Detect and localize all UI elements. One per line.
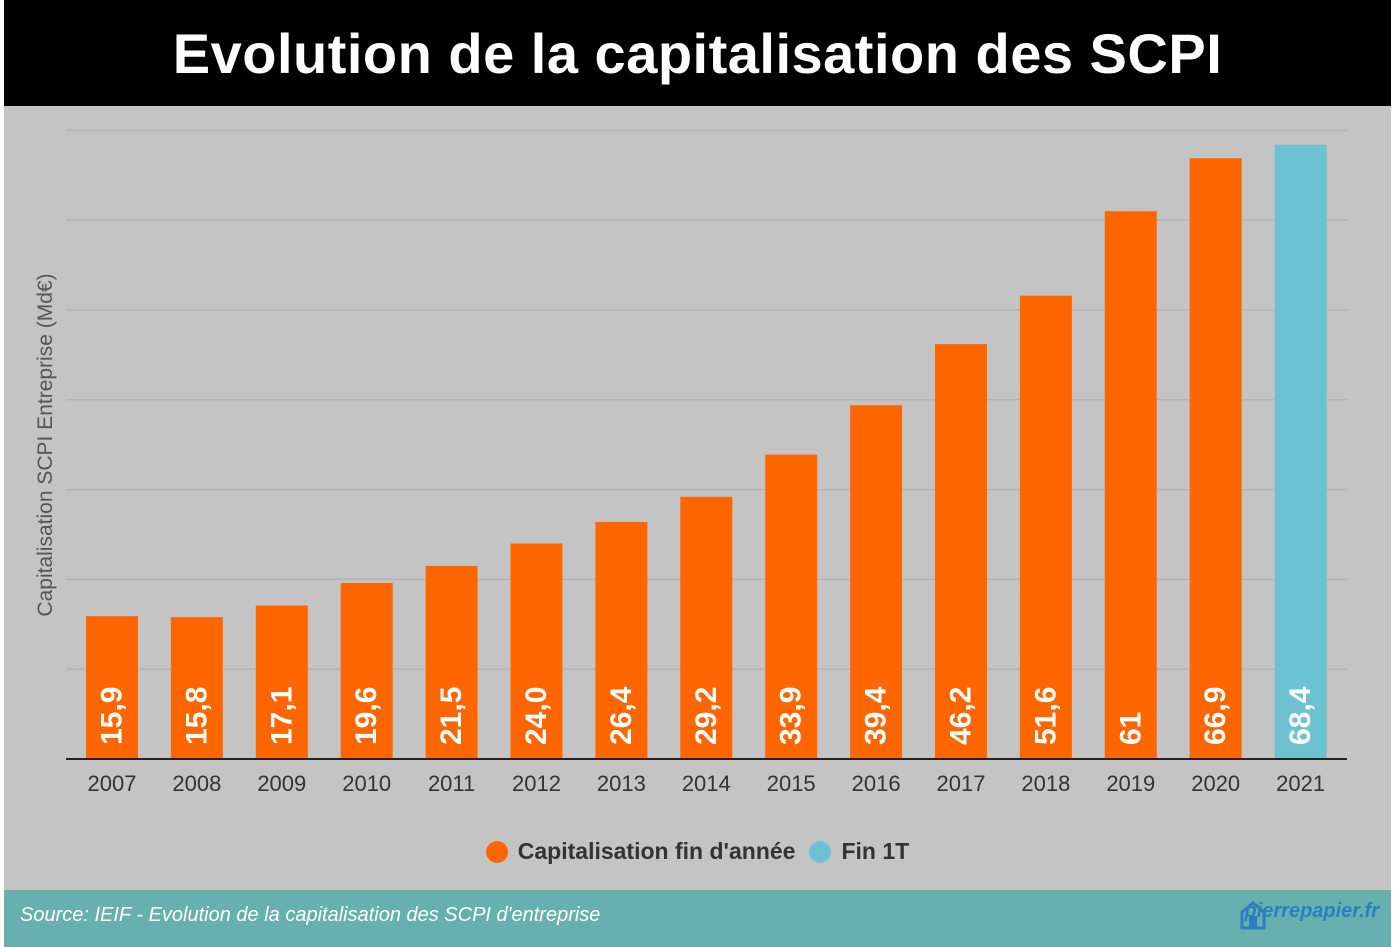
data-label-2010: 19,6	[350, 687, 383, 745]
bar-2015	[765, 454, 818, 759]
data-label-2008: 15,8	[180, 687, 213, 745]
data-label-2014: 29,2	[690, 687, 723, 745]
title-bar: Evolution de la capitalisation des SCPI	[4, 0, 1391, 106]
x-tick-2019: 2019	[1106, 771, 1155, 796]
bar-2009	[255, 605, 308, 759]
data-label-2009: 17,1	[265, 687, 298, 745]
page-title: Evolution de la capitalisation des SCPI	[172, 21, 1223, 85]
bar-2019	[1104, 211, 1157, 760]
data-label-2012: 24,0	[520, 687, 553, 745]
bar-2020	[1189, 158, 1242, 759]
x-tick-2015: 2015	[767, 771, 816, 796]
data-label-2018: 51,6	[1029, 687, 1062, 745]
chart-frame: Evolution de la capitalisation des SCPI …	[4, 0, 1391, 947]
data-label-2021: 68,4	[1284, 686, 1317, 745]
bar-2008	[170, 617, 223, 759]
x-tick-2008: 2008	[172, 771, 221, 796]
x-tick-2016: 2016	[852, 771, 901, 796]
x-tick-2018: 2018	[1021, 771, 1070, 796]
legend-label-q1: Fin 1T	[841, 838, 910, 864]
bar-2010	[340, 582, 393, 759]
bar-2012	[510, 543, 563, 759]
data-label-2020: 66,9	[1199, 687, 1232, 745]
bar-2013	[595, 521, 648, 759]
bar-2014	[680, 496, 733, 759]
legend: Capitalisation fin d'année Fin 1T	[4, 838, 1391, 865]
legend-swatch-q1	[809, 840, 832, 863]
bar-2021	[1274, 144, 1327, 759]
legend-item-q1: Fin 1T	[809, 838, 909, 865]
bar-2011	[425, 565, 478, 759]
legend-swatch-annual	[485, 840, 508, 863]
x-tick-2009: 2009	[257, 771, 306, 796]
x-tick-2013: 2013	[597, 771, 646, 796]
data-label-2013: 26,4	[605, 686, 638, 745]
logo-text: pierrepapier.fr	[1244, 900, 1379, 922]
legend-item-annual: Capitalisation fin d'année	[485, 838, 796, 865]
x-tick-2017: 2017	[937, 771, 986, 796]
data-label-2011: 21,5	[435, 687, 468, 745]
x-tick-2021: 2021	[1276, 771, 1325, 796]
y-axis-label: Capitalisation SCPI Entreprise (Md€)	[34, 273, 57, 617]
x-tick-2007: 2007	[88, 771, 137, 796]
bar-chart: 15,9 2007 15,8 2008 17,1 2009 19,6 2010 21,5 2011…	[66, 129, 1347, 796]
data-label-2015: 33,9	[775, 687, 808, 745]
x-tick-2020: 2020	[1191, 771, 1240, 796]
x-tick-2012: 2012	[512, 771, 561, 796]
bar-2018	[1019, 295, 1072, 759]
data-label-2007: 15,9	[96, 687, 129, 745]
bar-2017	[935, 344, 987, 759]
bar-2016	[850, 405, 903, 759]
bar-2007	[86, 616, 138, 759]
x-tick-2014: 2014	[682, 771, 731, 796]
data-label-2017: 46,2	[945, 687, 978, 745]
x-tick-2011: 2011	[428, 771, 475, 796]
data-label-2016: 39,4	[860, 686, 893, 745]
data-label-2019: 61	[1114, 712, 1147, 745]
legend-label-annual: Capitalisation fin d'année	[517, 838, 796, 864]
x-tick-2010: 2010	[342, 771, 391, 796]
brand-logo: pierrepapier.fr	[1240, 900, 1379, 930]
source-note: Source: IEIF - Evolution de la capitalis…	[20, 904, 601, 926]
footer: Source: IEIF - Evolution de la capitalis…	[4, 890, 1391, 947]
